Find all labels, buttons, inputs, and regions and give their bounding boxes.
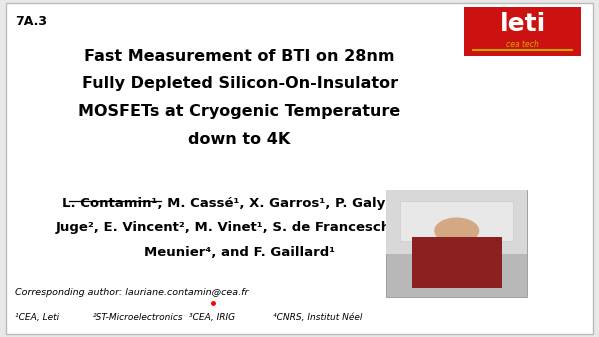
Text: ³CEA, IRIG: ³CEA, IRIG xyxy=(189,313,235,322)
Text: Fully Depleted Silicon-On-Insulator: Fully Depleted Silicon-On-Insulator xyxy=(81,76,398,92)
FancyBboxPatch shape xyxy=(464,7,581,56)
Text: ⁴CNRS, Institut Néel: ⁴CNRS, Institut Néel xyxy=(273,313,362,322)
Text: cea tech: cea tech xyxy=(506,40,539,49)
Text: Corresponding author: lauriane.contamin@cea.fr: Corresponding author: lauriane.contamin@… xyxy=(15,288,249,297)
FancyBboxPatch shape xyxy=(386,190,527,254)
Text: ²ST-Microelectronics: ²ST-Microelectronics xyxy=(93,313,183,322)
Text: ¹CEA, Leti: ¹CEA, Leti xyxy=(15,313,59,322)
Text: L. Contamin¹, M. Cassé¹, X. Garros¹, P. Galy², A.: L. Contamin¹, M. Cassé¹, X. Garros¹, P. … xyxy=(62,197,417,210)
FancyBboxPatch shape xyxy=(386,190,527,297)
FancyBboxPatch shape xyxy=(412,237,502,288)
Text: Juge², E. Vincent², M. Vinet¹, S. de Franceschi³, T.: Juge², E. Vincent², M. Vinet¹, S. de Fra… xyxy=(56,221,423,235)
Text: leti: leti xyxy=(500,12,546,36)
Text: Fast Measurement of BTI on 28nm: Fast Measurement of BTI on 28nm xyxy=(84,49,395,64)
Text: MOSFETs at Cryogenic Temperature: MOSFETs at Cryogenic Temperature xyxy=(78,104,401,119)
Text: Meunier⁴, and F. Gaillard¹: Meunier⁴, and F. Gaillard¹ xyxy=(144,246,335,259)
Text: down to 4K: down to 4K xyxy=(189,132,291,147)
Ellipse shape xyxy=(434,217,479,244)
Text: 7A.3: 7A.3 xyxy=(15,15,47,28)
FancyBboxPatch shape xyxy=(400,201,513,241)
